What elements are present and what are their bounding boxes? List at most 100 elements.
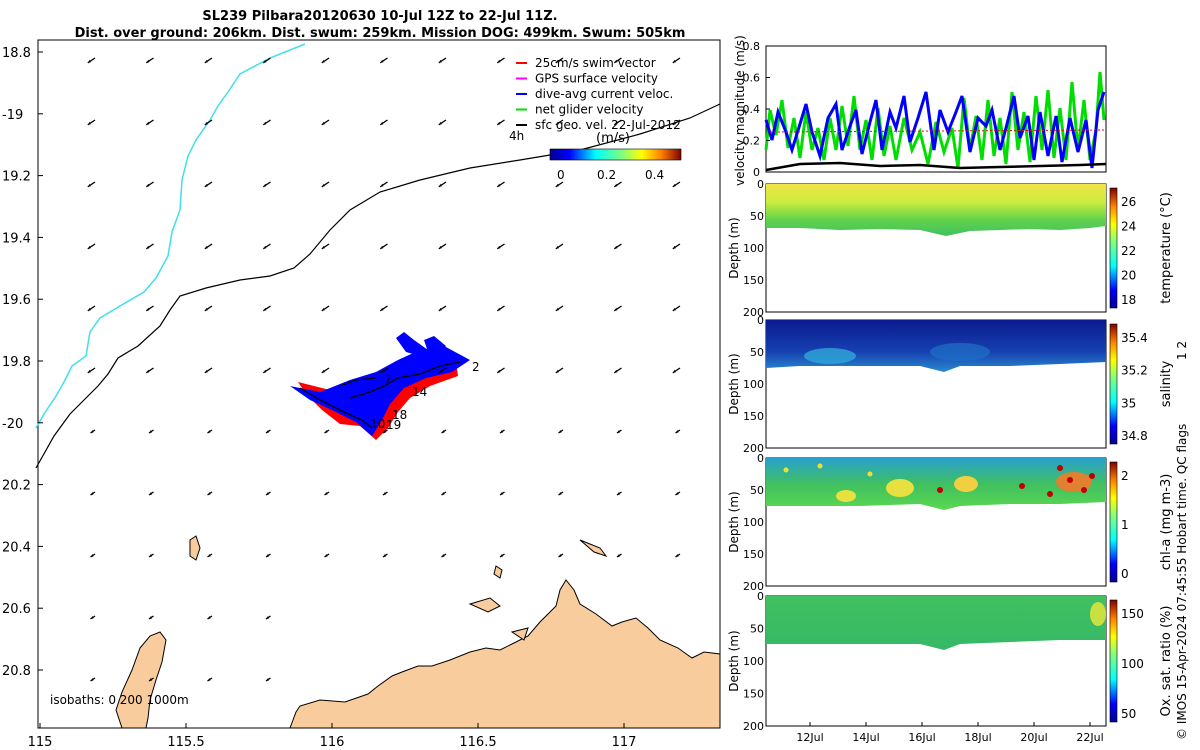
map-panel: 2 7 14 18 19 10 18.8 -19 19.2 19.4 19.6 19.8 -… [2, 39, 721, 750]
section-colorbar [1109, 187, 1118, 309]
depth-axis-label: Depth (m) [727, 491, 741, 552]
colorbar-tick-label: 26 [1121, 195, 1136, 209]
island-small-1 [189, 535, 201, 561]
track-label-10: 10 [370, 417, 385, 431]
temperature-section [765, 183, 1107, 313]
date-tick-label: 20Jul [1020, 731, 1047, 744]
section-colorbar [1109, 599, 1118, 723]
mainland-coast [289, 579, 721, 729]
lat-tick-label: 18.8 [2, 46, 31, 61]
depth-tick-label: 0 [757, 452, 764, 465]
lat-tick-label: 19.4 [2, 231, 31, 246]
colorbar-tick-0: 0 [557, 168, 565, 182]
track-label-18: 18 [392, 408, 407, 422]
credit-text: © IMOS 15-Apr-2024 07:45:55 Hobart time.… [1175, 424, 1189, 740]
legend-label: dive-avg current veloc. [535, 87, 673, 101]
depth-tick-label: 100 [743, 378, 764, 391]
colorbar-label: temperature (°C) [1159, 192, 1174, 304]
lat-tick-label: -20 [2, 417, 23, 432]
dive-avg-current-line [764, 91, 1106, 169]
island-large [115, 631, 167, 729]
date-tick-label: 22Jul [1076, 731, 1103, 744]
legend-label: GPS surface velocity [535, 72, 658, 86]
depth-tick-label: 50 [750, 210, 764, 223]
island-small-2 [468, 597, 501, 613]
isobath-200m [35, 103, 721, 469]
island-small-3 [579, 539, 608, 557]
legend-label: sfc geo. vel. 22-Jul-2012 [535, 118, 681, 132]
colorbar-label: salinity [1159, 360, 1174, 407]
colorbar-tick-label: 0 [1121, 567, 1129, 581]
colorbar-tick-label: 50 [1121, 707, 1136, 721]
date-tick-label: 18Jul [964, 731, 991, 744]
depth-tick-label: 100 [743, 655, 764, 668]
section-colorbar [1109, 461, 1118, 583]
colorbar-tick-label: 18 [1121, 293, 1136, 307]
net-glider-velocity-line [764, 71, 1106, 169]
depth-axis-label: Depth (m) [727, 217, 741, 278]
section-colorbar [1109, 323, 1118, 445]
velocity-tick-label: 0.6 [743, 72, 761, 85]
colorbar-label: Ox. sat. ratio (%) [1159, 606, 1174, 717]
colorbar-tick-label: 35.2 [1121, 364, 1148, 378]
colorbar-tick-label: 150 [1121, 607, 1144, 621]
velocity-ylabel: velocity magnitude (m/s) [733, 35, 747, 186]
sfc-velocity-arrows [87, 57, 681, 682]
date-tick-label: 14Jul [852, 731, 879, 744]
colorbar-tick-label: 24 [1121, 220, 1136, 234]
depth-tick-label: 100 [743, 516, 764, 529]
depth-tick-label: 200 [743, 720, 764, 733]
legend-label: 25cm/s swim vector [535, 56, 656, 70]
colorbar-tick-label: 100 [1121, 657, 1144, 671]
units-label: (m/s) [596, 131, 630, 146]
speed-colorbar [549, 148, 682, 161]
depth-tick-label: 0 [757, 314, 764, 327]
island-small-4 [510, 627, 529, 641]
map-legend: 25cm/s swim vector GPS surface velocitydi… [509, 56, 682, 182]
longitude-axis: 115 115.5 116 116.5 117 [28, 723, 637, 750]
isobath-1000m [35, 43, 306, 429]
date-tick-label: 16Jul [908, 731, 935, 744]
depth-tick-label: 200 [743, 580, 764, 593]
lat-tick-label: 19.6 [2, 293, 31, 308]
depth-tick-label: 150 [743, 410, 764, 423]
date-tick-label: 12Jul [796, 731, 823, 744]
lat-tick-label: 19.8 [2, 355, 31, 370]
lon-tick-label: 116.5 [459, 735, 496, 750]
interval-label: 4h [509, 129, 524, 143]
colorbar-tick-label: 1 [1121, 518, 1129, 532]
date-axis: 12Jul 14Jul 16Jul 18Jul 20Jul 22Jul [796, 722, 1104, 744]
depth-tick-label: 50 [750, 346, 764, 359]
figure-title-line1: SL239 Pilbara20120630 10-Jul 12Z to 22-J… [202, 9, 558, 24]
salinity-section [765, 319, 1107, 449]
velocity-tick-label: 0.8 [743, 40, 761, 53]
track-label-7: 7 [384, 373, 392, 387]
colorbar-tick-label: 2 [1121, 469, 1129, 483]
colorbar-label: chl-a (mg m-3) [1159, 474, 1174, 571]
velocity-tick-label: 0.2 [743, 135, 761, 148]
lat-tick-label: -19 [2, 108, 23, 123]
qc-flags: 1 2 [1175, 341, 1189, 360]
track-label-2: 2 [472, 360, 480, 374]
lat-tick-label: 20.4 [2, 540, 31, 555]
lon-tick-label: 117 [612, 735, 637, 750]
lat-tick-label: 20.6 [2, 602, 31, 617]
figure-title-line2: Dist. over ground: 206km. Dist. swum: 25… [74, 26, 686, 41]
lon-tick-label: 115.5 [167, 735, 204, 750]
depth-tick-label: 200 [743, 306, 764, 319]
depth-tick-label: 0 [757, 590, 764, 603]
colorbar-tick-label: 22 [1121, 244, 1136, 258]
depth-tick-label: 200 [743, 442, 764, 455]
colorbar-tick-label: 20 [1121, 269, 1136, 283]
depth-tick-label: 150 [743, 688, 764, 701]
depth-tick-label: 0 [757, 178, 764, 191]
depth-axis-label: Depth (m) [727, 353, 741, 414]
colorbar-tick-2: 0.4 [645, 168, 664, 182]
velocity-panel: 0 0.2 0.4 0.6 0.8 velocity magnitude (m/s) [733, 35, 1107, 186]
glider-track [290, 332, 470, 440]
isobath-note: isobaths: 0 200 1000m [50, 693, 189, 707]
velocity-y-axis: 0 0.2 0.4 0.6 0.8 [743, 40, 770, 179]
depth-tick-label: 150 [743, 548, 764, 561]
legend-label: net glider velocity [535, 103, 643, 117]
